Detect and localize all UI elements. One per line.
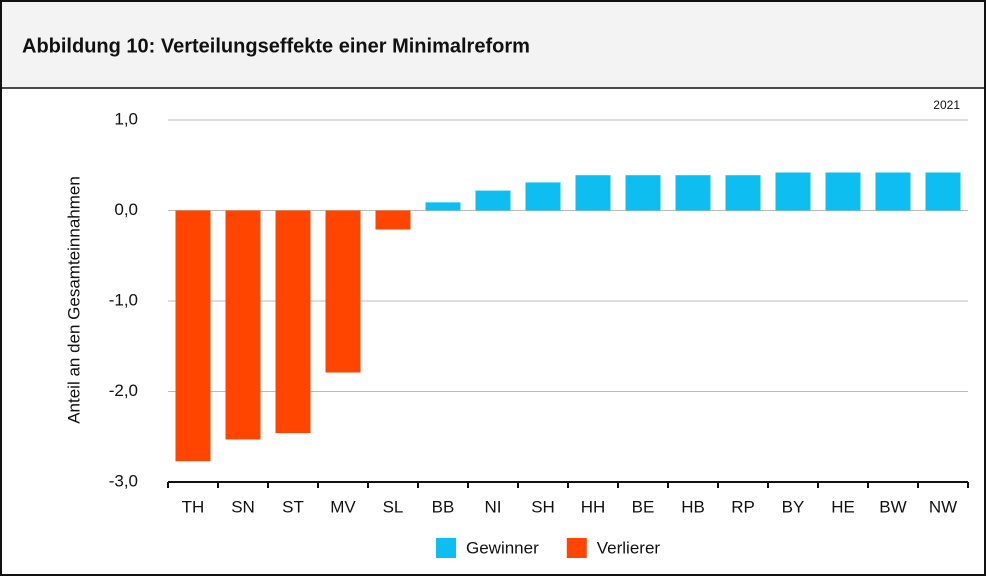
x-tick-label: TH <box>182 497 205 516</box>
chart-title: Abbildung 10: Verteilungseffekte einer M… <box>22 35 530 57</box>
legend-swatch <box>436 538 456 558</box>
y-tick-label: -1,0 <box>109 290 138 309</box>
bar <box>925 172 961 211</box>
x-tick-label: RP <box>731 497 755 516</box>
bar <box>725 175 761 211</box>
bar <box>175 210 211 462</box>
bar <box>375 210 411 230</box>
bar <box>625 175 661 211</box>
bar <box>875 172 911 211</box>
bar <box>225 210 261 440</box>
y-tick-label: 1,0 <box>114 109 138 128</box>
x-tick-label: NW <box>929 497 957 516</box>
x-tick-label: HB <box>681 497 705 516</box>
bar <box>325 210 361 373</box>
x-tick-label: HE <box>831 497 855 516</box>
y-tick-label: -3,0 <box>109 471 138 490</box>
x-tick-label: NI <box>485 497 502 516</box>
bar <box>825 172 861 211</box>
x-tick-label: SH <box>531 497 555 516</box>
legend-label: Gewinner <box>466 538 539 557</box>
bar <box>275 210 311 434</box>
bar <box>425 202 461 211</box>
x-tick-label: ST <box>282 497 304 516</box>
bar <box>775 172 811 211</box>
x-tick-label: BY <box>782 497 805 516</box>
bar <box>475 190 511 211</box>
x-tick-label: BW <box>879 497 906 516</box>
bar <box>675 175 711 211</box>
bar <box>525 182 561 211</box>
bar <box>575 175 611 211</box>
annotation: 2021 <box>933 98 960 112</box>
header <box>2 2 984 88</box>
y-tick-label: -2,0 <box>109 381 138 400</box>
x-tick-label: MV <box>330 497 356 516</box>
x-tick-label: BB <box>432 497 455 516</box>
legend-swatch <box>566 538 587 558</box>
x-tick-label: SL <box>383 497 404 516</box>
x-tick-label: SN <box>231 497 255 516</box>
x-tick-label: HH <box>581 497 606 516</box>
legend-label: Verlierer <box>597 538 661 557</box>
x-tick-label: BE <box>632 497 655 516</box>
y-axis-label: Anteil an den Gesamteinnahmen <box>64 176 83 424</box>
y-tick-label: 0,0 <box>114 200 138 219</box>
